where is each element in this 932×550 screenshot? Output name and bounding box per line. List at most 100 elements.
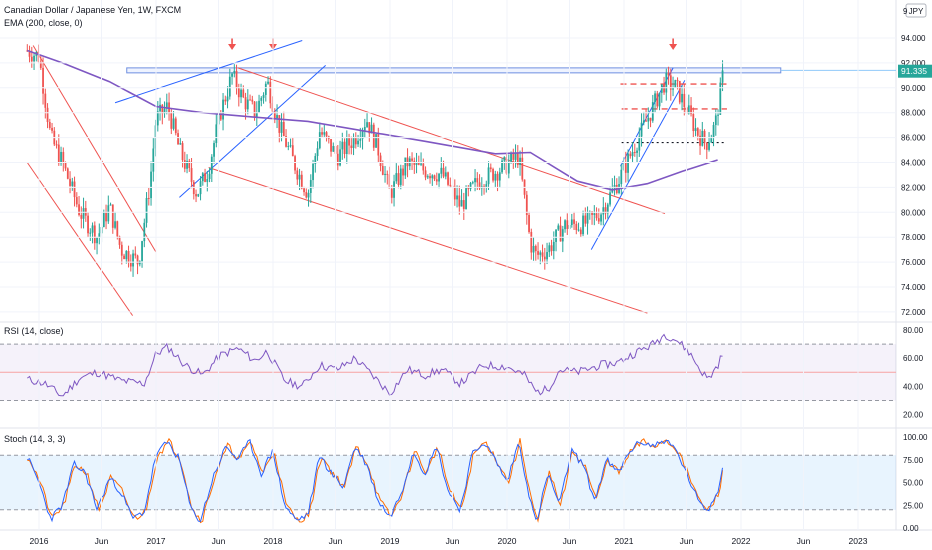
candle-body[interactable] — [93, 225, 96, 244]
candle-body[interactable] — [174, 118, 177, 134]
candle-body[interactable] — [89, 232, 92, 234]
candle-body[interactable] — [87, 215, 89, 234]
candle-body[interactable] — [204, 173, 206, 182]
candle-body[interactable] — [132, 253, 134, 267]
candle-body[interactable] — [703, 130, 706, 143]
candle-body[interactable] — [696, 128, 699, 136]
candle-body[interactable] — [192, 181, 195, 195]
candle-body[interactable] — [649, 117, 652, 121]
candle-body[interactable] — [498, 172, 501, 181]
candle-body[interactable] — [316, 148, 319, 157]
candle-body[interactable] — [208, 173, 211, 180]
candle-body[interactable] — [147, 197, 150, 199]
candle-body[interactable] — [170, 112, 173, 129]
candle-body[interactable] — [420, 163, 422, 165]
candle-body[interactable] — [494, 173, 497, 181]
candle-body[interactable] — [548, 245, 551, 253]
candle-body[interactable] — [343, 141, 346, 155]
candle-body[interactable] — [584, 215, 587, 224]
candle-body[interactable] — [721, 70, 724, 83]
candle-body[interactable] — [91, 225, 94, 233]
candle-body[interactable] — [404, 157, 407, 176]
candle-body[interactable] — [102, 212, 105, 228]
candle-body[interactable] — [606, 204, 609, 214]
uptrend-channel-line[interactable] — [114, 40, 303, 104]
candle-body[interactable] — [237, 88, 240, 98]
candle-body[interactable] — [48, 122, 51, 128]
candle-body[interactable] — [123, 255, 125, 260]
candle-body[interactable] — [681, 93, 683, 103]
downtrend-channel-line[interactable] — [237, 67, 666, 215]
candle-body[interactable] — [120, 244, 123, 256]
candle-body[interactable] — [550, 245, 553, 252]
candle-body[interactable] — [330, 139, 332, 152]
candle-body[interactable] — [447, 172, 449, 185]
candle-body[interactable] — [143, 222, 146, 242]
candle-body[interactable] — [386, 173, 389, 175]
candle-body[interactable] — [656, 93, 659, 107]
candle-body[interactable] — [645, 120, 647, 122]
candle-body[interactable] — [285, 136, 287, 147]
candle-body[interactable] — [138, 261, 141, 265]
candle-body[interactable] — [357, 140, 359, 145]
candle-body[interactable] — [516, 153, 519, 165]
candle-body[interactable] — [503, 157, 506, 161]
candle-body[interactable] — [206, 179, 209, 182]
candle-body[interactable] — [368, 122, 371, 134]
candle-body[interactable] — [30, 56, 33, 62]
candle-body[interactable] — [487, 167, 490, 185]
rsi-line[interactable] — [27, 333, 723, 397]
candle-body[interactable] — [393, 181, 395, 198]
candle-body[interactable] — [694, 128, 697, 132]
candle-body[interactable] — [109, 204, 112, 206]
candle-body[interactable] — [471, 182, 474, 184]
candle-body[interactable] — [559, 225, 562, 242]
candle-body[interactable] — [210, 156, 213, 174]
candle-body[interactable] — [269, 81, 272, 104]
candle-body[interactable] — [116, 221, 119, 237]
candle-body[interactable] — [379, 155, 382, 167]
candle-body[interactable] — [28, 50, 31, 57]
candle-body[interactable] — [444, 172, 447, 177]
candle-body[interactable] — [665, 72, 668, 93]
candle-body[interactable] — [525, 194, 528, 216]
candle-body[interactable] — [224, 99, 227, 102]
candle-body[interactable] — [105, 212, 107, 222]
candle-body[interactable] — [489, 167, 492, 169]
candle-body[interactable] — [33, 55, 35, 62]
candle-body[interactable] — [159, 104, 161, 112]
candle-body[interactable] — [530, 231, 533, 253]
candle-body[interactable] — [402, 168, 404, 176]
candle-body[interactable] — [165, 102, 168, 109]
candle-body[interactable] — [262, 94, 265, 98]
candle-body[interactable] — [350, 145, 353, 149]
candle-body[interactable] — [687, 105, 690, 114]
candle-body[interactable] — [602, 207, 605, 215]
main-price-panel[interactable] — [26, 37, 896, 316]
candle-body[interactable] — [352, 137, 355, 149]
candle-body[interactable] — [156, 111, 159, 126]
candle-body[interactable] — [197, 194, 200, 197]
candle-body[interactable] — [305, 192, 308, 198]
candle-body[interactable] — [651, 102, 654, 121]
candle-body[interactable] — [264, 83, 267, 95]
candle-body[interactable] — [361, 130, 364, 139]
candle-body[interactable] — [462, 200, 465, 210]
candle-body[interactable] — [66, 168, 69, 179]
candle-body[interactable] — [323, 132, 326, 135]
candle-body[interactable] — [186, 160, 188, 169]
candle-body[interactable] — [557, 225, 560, 230]
candle-body[interactable] — [307, 192, 310, 198]
candle-body[interactable] — [674, 80, 677, 88]
candle-body[interactable] — [129, 262, 132, 267]
candle-body[interactable] — [163, 108, 166, 114]
candle-body[interactable] — [582, 215, 584, 235]
candle-body[interactable] — [647, 117, 650, 122]
candle-body[interactable] — [546, 252, 548, 260]
candle-body[interactable] — [345, 138, 348, 155]
candle-body[interactable] — [705, 142, 708, 150]
candle-body[interactable] — [597, 218, 600, 222]
candle-body[interactable] — [69, 178, 71, 186]
candle-body[interactable] — [276, 115, 278, 119]
stoch-panel[interactable] — [0, 437, 896, 524]
